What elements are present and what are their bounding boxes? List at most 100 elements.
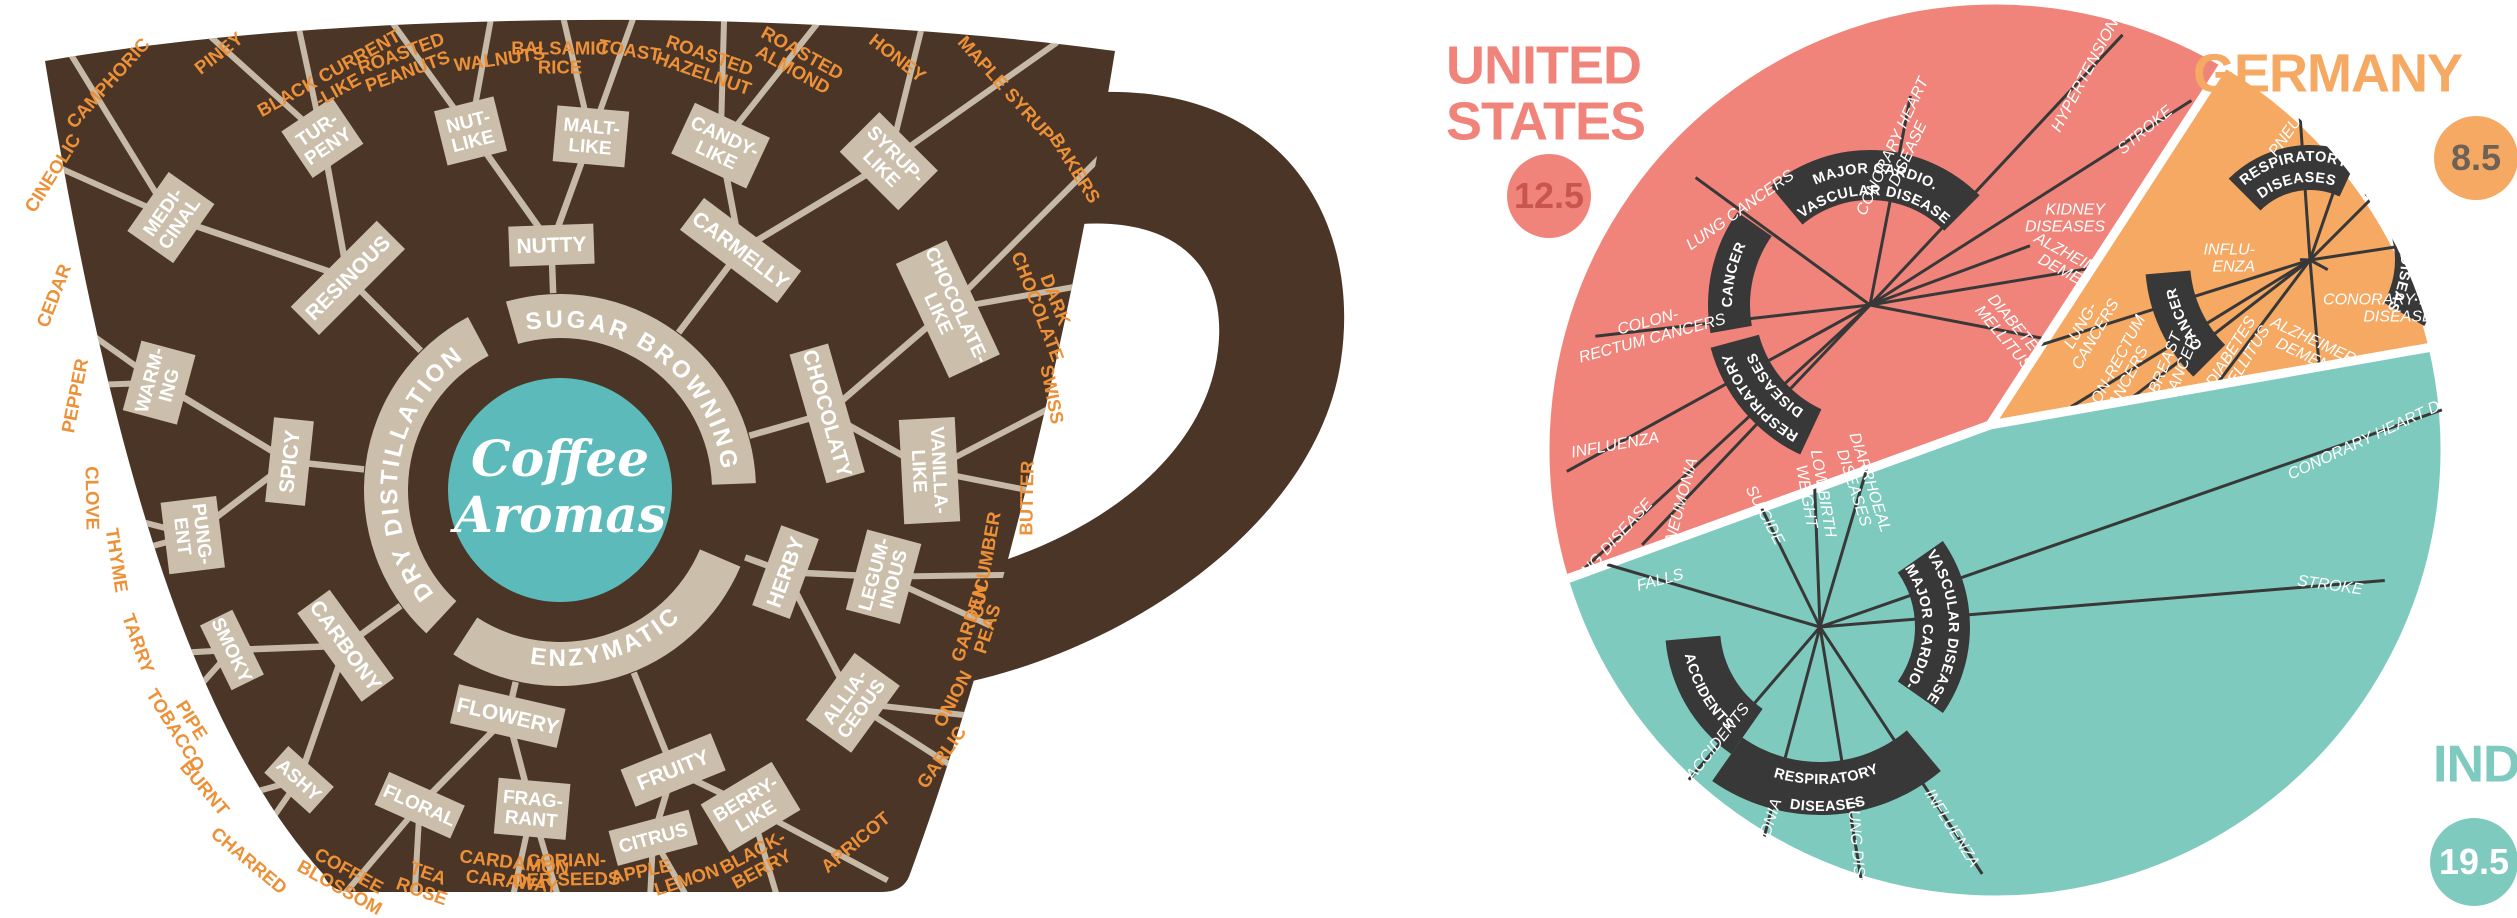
category-arc xyxy=(505,294,756,485)
us-title: UNITED STATES xyxy=(1446,35,1645,151)
subbranch-box xyxy=(199,609,264,691)
leaf-label: BUTTER xyxy=(1015,460,1037,535)
subbranch-box xyxy=(160,495,225,575)
leaf-label: CLOVE xyxy=(82,466,104,530)
leaf-label: TARRY xyxy=(118,611,159,677)
disease-group-label: DISEASES xyxy=(1789,793,1867,815)
subbranch-node xyxy=(608,809,698,866)
subbranch-box xyxy=(805,652,900,753)
cup-handle xyxy=(930,91,1345,682)
center-circle xyxy=(448,378,672,602)
subbranch-box xyxy=(127,172,215,264)
branch-label: NUTTY xyxy=(516,233,587,258)
subbranch-node xyxy=(122,340,196,425)
subbranch-label: MALT-LIKE xyxy=(561,114,621,160)
branch-node xyxy=(265,417,314,506)
branch-box xyxy=(679,197,802,303)
connector-line xyxy=(169,214,349,281)
leaf-line xyxy=(887,40,1059,164)
category-arc xyxy=(363,316,489,634)
branch-box xyxy=(290,220,406,336)
subbranch-label: FRAG-RANT xyxy=(500,787,564,833)
subbranch-label: NUT-LIKE xyxy=(444,107,497,158)
subbranch-label: VANILLA-LIKE xyxy=(906,426,952,515)
branch-box xyxy=(789,343,865,484)
branch-node xyxy=(508,223,595,267)
leaf-label: CEDAR xyxy=(32,261,75,330)
cause-label: KIDNEY DISEASES xyxy=(2025,202,2106,236)
spoke-line xyxy=(1641,303,1872,546)
subbranch-box xyxy=(845,529,922,624)
subbranch-node xyxy=(434,96,507,166)
branch-node xyxy=(290,220,406,336)
subbranch-box xyxy=(700,761,801,853)
leaf-line xyxy=(61,41,174,220)
spoke-line xyxy=(1694,176,1871,307)
india-badge xyxy=(2430,818,2517,906)
leaf-label: CORIAN-DER SEEDS xyxy=(513,849,621,891)
disease-group-arc xyxy=(1707,212,1772,334)
spoke-line xyxy=(1566,303,1871,473)
leaf-line xyxy=(45,141,173,221)
germany-title: GERMANY xyxy=(2193,43,2463,103)
branch-box xyxy=(297,589,394,702)
us-badge-value: 12.5 xyxy=(1514,175,1584,216)
disease-group-arc xyxy=(1712,730,1941,816)
branch-node xyxy=(297,589,394,702)
branch-box xyxy=(752,525,819,619)
spoke-line xyxy=(2203,259,2312,401)
spoke-line xyxy=(1868,33,2124,307)
spoke-line xyxy=(2128,258,2311,401)
subbranch-node xyxy=(493,777,571,840)
subbranch-node xyxy=(281,97,364,178)
branch-node xyxy=(752,525,819,619)
cause-label: INFLU-ENZA xyxy=(2203,242,2255,276)
leaf-line xyxy=(945,142,1115,312)
disease-group-arc xyxy=(1710,334,1822,455)
subbranch-box xyxy=(671,102,770,189)
subbranch-node xyxy=(199,609,264,691)
branch-node xyxy=(789,343,865,484)
subbranch-box xyxy=(608,809,698,866)
india-badge-value: 19.5 xyxy=(2439,841,2509,882)
spoke-line xyxy=(1869,244,2031,307)
subbranch-box xyxy=(839,112,938,211)
branch-node xyxy=(620,733,726,807)
subbranch-node xyxy=(805,652,900,753)
subbranch-node xyxy=(845,529,922,624)
disease-group-arc xyxy=(1770,150,1980,231)
branch-node xyxy=(679,197,802,303)
subbranch-node xyxy=(700,761,801,853)
branch-box xyxy=(450,684,566,748)
subbranch-box xyxy=(281,97,364,178)
subbranch-box xyxy=(493,777,571,840)
spoke-line xyxy=(1606,563,1821,629)
spoke-line xyxy=(1869,303,2065,344)
subbranch-node xyxy=(895,240,1000,379)
branch-box xyxy=(620,733,726,807)
spoke-line xyxy=(1568,303,1872,580)
subbranch-box xyxy=(122,340,196,425)
leaf-label: PEPPER xyxy=(57,357,92,435)
branch-box xyxy=(508,223,595,267)
leaf-label: BALSAMIC RICE xyxy=(511,38,609,78)
category-arc xyxy=(453,549,741,686)
subbranch-box xyxy=(898,417,961,525)
center-title: Coffee Aromas xyxy=(450,429,666,544)
subbranch-node xyxy=(264,745,334,814)
germany-badge xyxy=(2434,116,2517,200)
subbranch-node xyxy=(127,172,215,264)
leaf-label: CHARRED xyxy=(207,823,291,899)
disease-group-arc xyxy=(2228,145,2359,211)
leaf-line xyxy=(317,803,422,893)
spoke-line xyxy=(1819,578,2385,629)
subbranch-box xyxy=(434,96,507,166)
subbranch-node xyxy=(552,105,630,168)
branch-node xyxy=(450,684,566,748)
subbranch-box xyxy=(552,105,630,168)
subbranch-box xyxy=(264,745,334,814)
subbranch-node xyxy=(374,771,465,839)
